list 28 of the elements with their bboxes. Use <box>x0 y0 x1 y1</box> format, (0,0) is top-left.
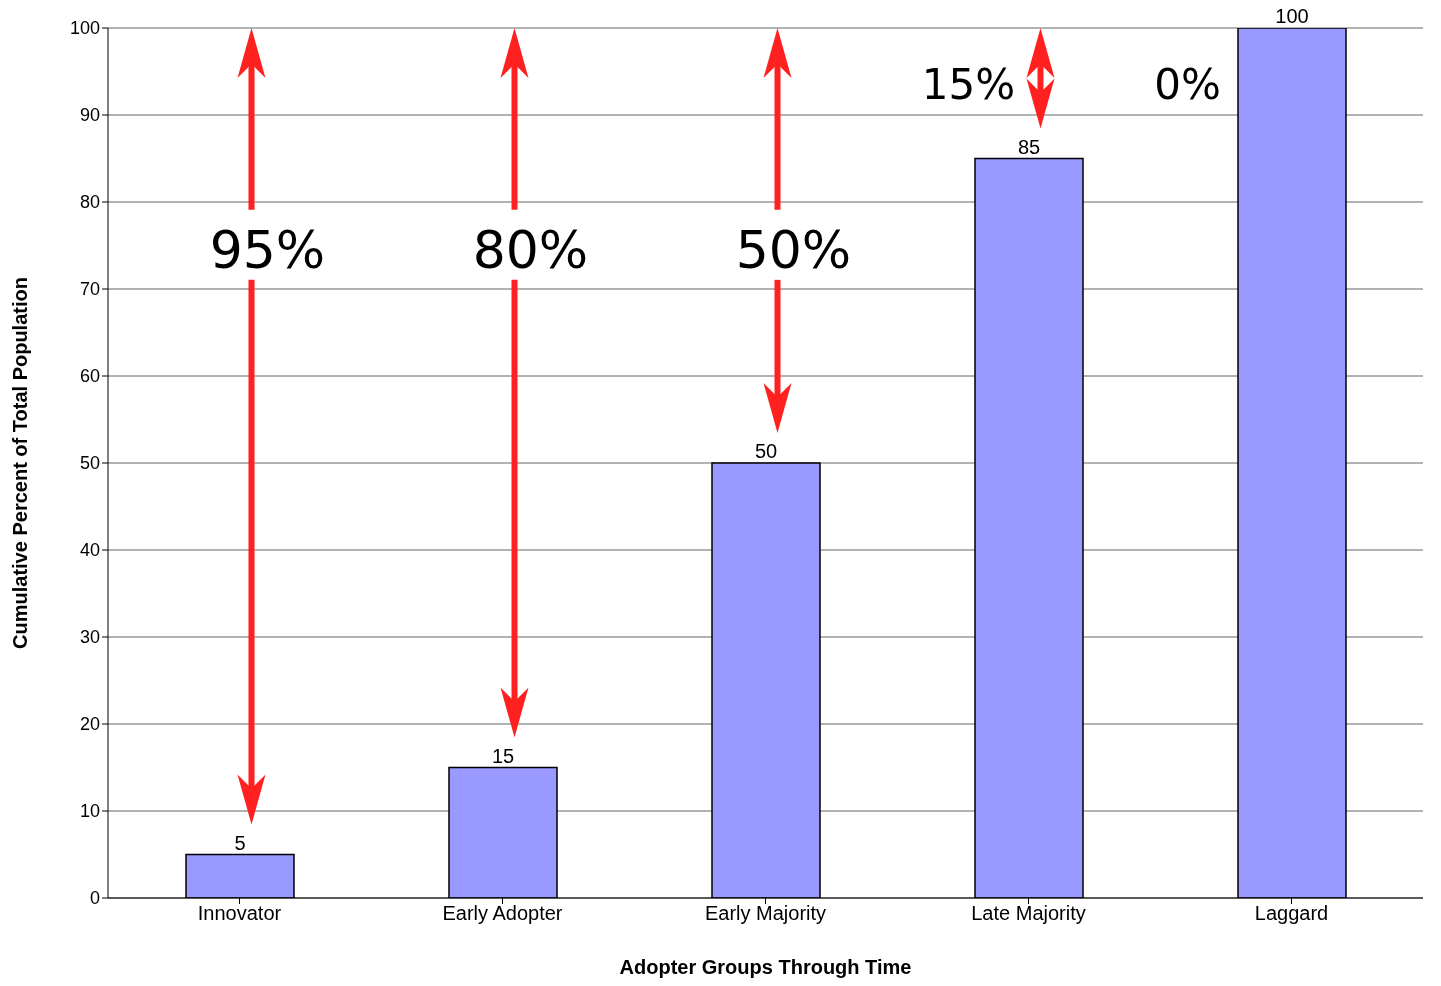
annotation: 0% <box>1154 60 1221 110</box>
y-tick-label: 80 <box>79 192 100 213</box>
y-tick-label: 30 <box>79 627 100 648</box>
y-tick-label: 50 <box>79 453 100 474</box>
x-tick-label: Early Adopter <box>442 902 563 925</box>
data-label: 85 <box>1017 135 1041 158</box>
data-label: 50 <box>754 440 778 462</box>
x-tick-label: Late Majority <box>971 902 1086 925</box>
y-tick-label: 40 <box>79 540 100 561</box>
data-label: 5 <box>234 831 246 854</box>
annotation: 95% <box>209 219 326 280</box>
y-tick-label: 20 <box>79 714 100 735</box>
annotation: 80% <box>472 219 589 280</box>
x-tick-label: Innovator <box>197 902 282 925</box>
y-tick-label: 0 <box>89 888 100 909</box>
x-tick-label: Early Majority <box>704 902 827 925</box>
annotation: 15% <box>921 60 1016 110</box>
data-label: 100 <box>1275 5 1309 27</box>
y-tick-label: 60 <box>79 366 100 387</box>
y-tick-label: 100 <box>69 18 100 39</box>
annotation: 50% <box>735 219 852 280</box>
y-tick-label: 90 <box>79 105 100 126</box>
x-tick-label: Laggard <box>1254 902 1329 925</box>
x-axis-title: Adopter Groups Through Time <box>619 956 912 978</box>
y-tick-label: 70 <box>79 279 100 300</box>
y-tick-label: 10 <box>79 801 100 822</box>
data-label: 15 <box>491 744 515 767</box>
y-axis-title: Cumulative Percent of Total Population <box>9 277 32 649</box>
